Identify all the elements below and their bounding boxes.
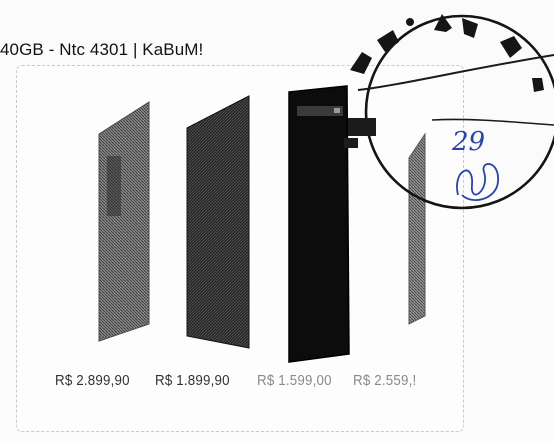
product-item-2[interactable]: R$ 1.899,90 xyxy=(155,66,267,431)
desktop-tower-light-icon xyxy=(98,101,150,342)
product-price: R$ 2.899,90 xyxy=(55,373,130,389)
desktop-tower-black-icon xyxy=(288,85,350,363)
page-title: 40GB - Ntc 4301 | KaBuM! xyxy=(0,40,204,59)
desktop-tower-light-icon xyxy=(408,132,426,325)
product-item-4[interactable]: R$ 2.559,! xyxy=(353,66,463,431)
product-item-1[interactable]: R$ 2.899,90 xyxy=(55,66,177,431)
product-price: R$ 1.599,00 xyxy=(257,373,332,389)
product-price: R$ 2.559,! xyxy=(353,373,417,389)
desktop-tower-dark-icon xyxy=(186,95,250,349)
product-item-3[interactable]: R$ 1.599,00 xyxy=(257,66,369,431)
product-price: R$ 1.899,90 xyxy=(155,373,230,389)
product-card: R$ 2.899,90 R$ 1.899,90 xyxy=(16,65,464,432)
product-carousel: R$ 2.899,90 R$ 1.899,90 xyxy=(17,66,463,431)
